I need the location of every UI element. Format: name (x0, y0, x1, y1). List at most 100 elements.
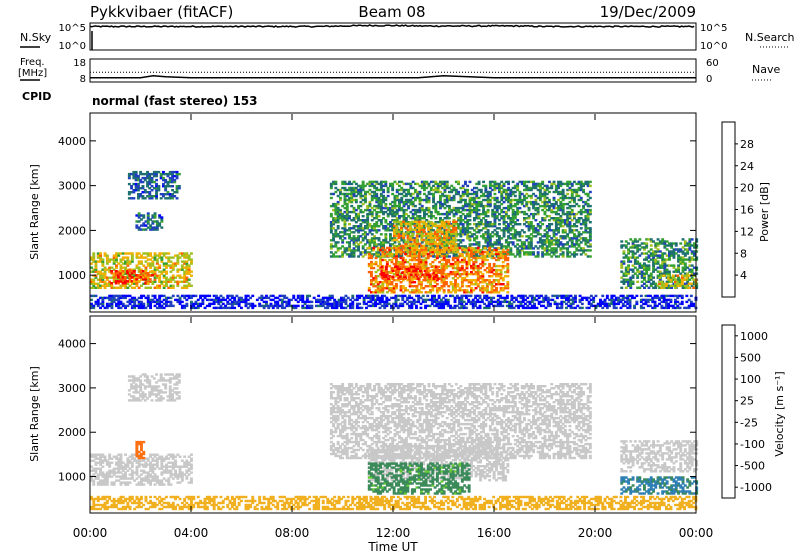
heatmap-cell (167, 252, 170, 254)
heatmap-cell (496, 215, 499, 217)
heatmap-cell (478, 241, 481, 243)
heatmap-cell (589, 227, 592, 229)
heatmap-cell (384, 259, 387, 261)
heatmap-cell (170, 281, 173, 283)
heatmap-cell (496, 197, 499, 199)
heatmap-cell (514, 215, 517, 217)
heatmap-cell (688, 240, 691, 242)
heatmap-cell (571, 209, 574, 211)
heatmap-cell (160, 226, 163, 228)
heatmap-cell (494, 193, 497, 195)
heatmap-cell (519, 207, 522, 209)
heatmap-cell (368, 247, 371, 249)
heatmap-cell (478, 181, 481, 183)
heatmap-cell (384, 219, 387, 221)
heatmap-cell (454, 239, 457, 241)
heatmap-cell (419, 191, 422, 193)
heatmap-cell (416, 235, 419, 237)
heatmap-cell (482, 181, 485, 183)
nave-right-tick-top: 60 (706, 58, 719, 69)
heatmap-cell (138, 280, 141, 282)
heatmap-cell (110, 282, 113, 284)
heatmap-cell (378, 237, 381, 239)
heatmap-cell (673, 264, 676, 266)
heatmap-cell (459, 241, 462, 243)
heatmap-cell (337, 225, 340, 227)
heatmap-cell (454, 221, 457, 223)
heatmap-cell (516, 219, 519, 221)
freq-left-tick-top: 18 (73, 58, 86, 69)
heatmap-cell (562, 255, 565, 257)
heatmap-cell (380, 266, 383, 268)
heatmap-cell (158, 267, 161, 269)
heatmap-cell (487, 215, 490, 217)
heatmap-cell (378, 215, 381, 217)
heatmap-cell (559, 215, 562, 217)
heatmap-cell (456, 283, 459, 285)
heatmap-cell (398, 185, 401, 187)
heatmap-cell (468, 261, 471, 263)
heatmap-cell (147, 295, 150, 297)
heatmap-cell (509, 247, 512, 249)
heatmap-cell (385, 266, 388, 268)
heatmap-cell (506, 263, 509, 265)
heatmap-cell (394, 241, 397, 243)
nsky-label: N.Sky (20, 31, 52, 44)
heatmap-cell (487, 229, 490, 231)
heatmap-cell (337, 227, 340, 229)
heatmap-cell (393, 245, 396, 247)
heatmap-cell (339, 209, 342, 211)
heatmap-cell (627, 264, 630, 266)
nsky-series-line (90, 25, 694, 27)
heatmap-cell (521, 235, 524, 237)
heatmap-cell (411, 233, 414, 235)
heatmap-cell (99, 252, 102, 254)
heatmap-cell (430, 211, 433, 213)
heatmap-cell (375, 261, 378, 263)
heatmap-cell (149, 252, 152, 254)
heatmap-cell (623, 250, 626, 252)
heatmap-cell (514, 255, 517, 257)
heatmap-cell (428, 274, 431, 276)
heatmap-cell (142, 214, 145, 216)
heatmap-cell (657, 238, 660, 240)
heatmap-cell (391, 187, 394, 189)
heatmap-cell (173, 195, 176, 197)
heatmap-cell (428, 270, 431, 272)
heatmap-cell (509, 201, 512, 203)
heatmap-cell (487, 209, 490, 211)
heatmap-cell (629, 260, 632, 262)
heatmap-cell (519, 239, 522, 241)
heatmap-cell (506, 249, 509, 251)
heatmap-cell (448, 217, 451, 219)
heatmap-cell (562, 251, 565, 253)
heatmap-cell (420, 291, 423, 293)
heatmap-cell (573, 215, 576, 217)
heatmap-cell (514, 195, 517, 197)
heatmap-cell (341, 241, 344, 243)
heatmap-cell (142, 195, 145, 197)
heatmap-cell (149, 278, 152, 280)
heatmap-cell (480, 201, 483, 203)
heatmap-cell (151, 197, 154, 199)
heatmap-cell (650, 244, 653, 246)
heatmap-cell (516, 187, 519, 189)
heatmap-cell (502, 289, 505, 291)
heatmap-cell (386, 261, 389, 263)
heatmap-cell (128, 183, 131, 185)
heatmap-cell (369, 201, 372, 203)
heatmap-cell (405, 213, 408, 215)
heatmap-cell (466, 275, 469, 277)
heatmap-cell (147, 272, 150, 274)
heatmap-cell (448, 237, 451, 239)
heatmap-cell (172, 285, 175, 287)
heatmap-cell (519, 223, 522, 225)
heatmap-cell (580, 197, 583, 199)
heatmap-cell (437, 187, 440, 189)
heatmap-cell (454, 243, 457, 245)
heatmap-cell (690, 283, 693, 285)
heatmap-cell (330, 187, 333, 189)
heatmap-cell (160, 197, 163, 199)
heatmap-cell (498, 223, 501, 225)
